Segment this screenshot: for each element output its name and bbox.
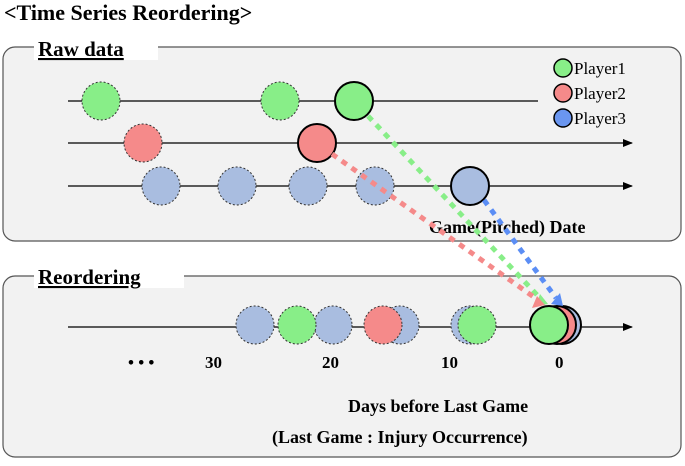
legend-label-player3: Player3: [574, 109, 626, 128]
reorder-panel-label: Reordering: [38, 265, 141, 289]
player1-last-game-marker: [529, 305, 569, 345]
player3-last-game-marker: [450, 166, 490, 206]
player2-last-game-marker: [297, 123, 337, 163]
legend-swatch-player2: [553, 83, 573, 103]
player1-game-marker: [277, 305, 317, 345]
tick-label: 10: [441, 353, 458, 372]
tick-label: 30: [205, 353, 222, 372]
reorder-panel-box: [2, 275, 682, 458]
player3-game-marker: [217, 166, 257, 206]
player2-game-marker: [123, 123, 163, 163]
player3-game-marker: [288, 166, 328, 206]
reordered-circles: [235, 305, 582, 345]
ellipsis: • • •: [128, 353, 154, 372]
legend-swatch-player1: [553, 58, 573, 78]
player3-game-marker: [141, 166, 181, 206]
legend-swatch-player3: [553, 108, 573, 128]
reorder-label-bg: [34, 264, 184, 288]
reorder-axis-sublabel: (Last Game : Injury Occurrence): [272, 427, 528, 448]
raw-data-panel: Raw data Game(Pitched) Date: [2, 36, 682, 242]
legend-label-player1: Player1: [574, 59, 626, 78]
raw-circles: [81, 81, 490, 206]
tick-label: 20: [322, 353, 339, 372]
player1-last-game-marker: [334, 81, 374, 121]
player3-game-marker: [235, 305, 275, 345]
tick-label: 0: [555, 353, 564, 372]
reorder-axis-label: Days before Last Game: [348, 396, 528, 416]
player2-game-marker: [363, 305, 403, 345]
legend-label-player2: Player2: [574, 84, 626, 103]
player1-mapping-arrow: [366, 114, 542, 300]
player1-game-marker: [260, 81, 300, 121]
player1-game-marker: [81, 81, 121, 121]
player2-arrowhead: [532, 296, 545, 308]
reordering-panel: Reordering • • • 30 20 10 0 Days before …: [2, 264, 682, 458]
player3-arrowhead: [551, 293, 563, 306]
legend: Player1 Player2 Player3: [553, 58, 626, 128]
mapping-arrows: [330, 114, 563, 308]
raw-label-bg: [34, 36, 158, 60]
player3-game-marker: [313, 305, 353, 345]
raw-panel-label: Raw data: [38, 37, 124, 61]
diagram-title: <Time Series Reordering>: [4, 0, 252, 25]
player3-mapping-arrow: [481, 198, 559, 300]
player1-game-marker: [457, 305, 497, 345]
